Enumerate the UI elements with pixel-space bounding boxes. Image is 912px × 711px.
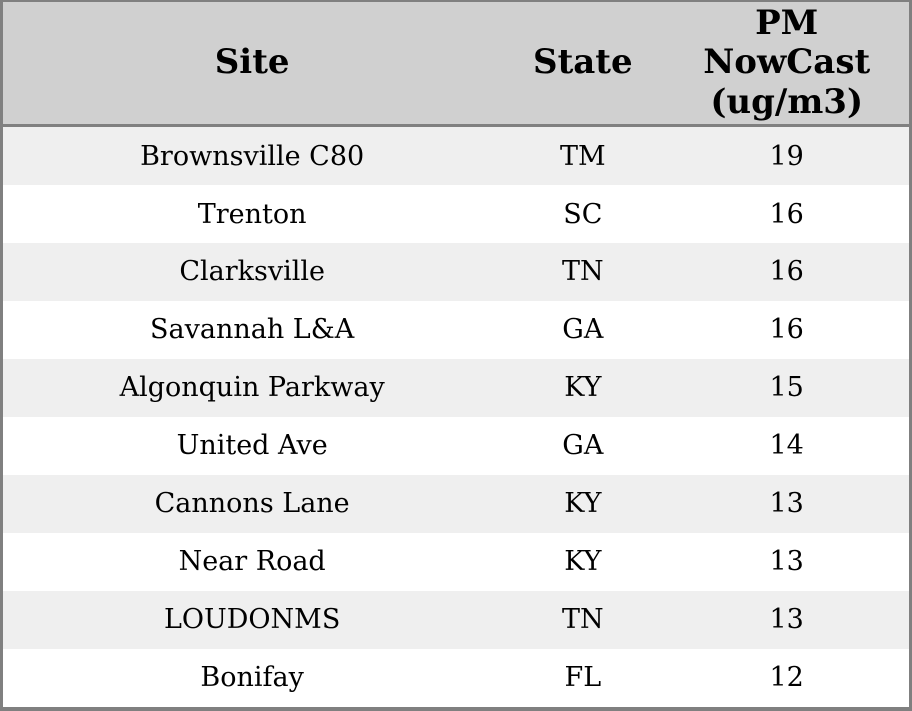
- site-cell: United Ave: [176, 430, 328, 462]
- table-row: Brownsville C80 TM 19: [3, 125, 909, 186]
- state-cell: SC: [563, 198, 603, 230]
- pm-nowcast-cell: 12: [769, 662, 804, 694]
- state-cell: TN: [562, 604, 604, 636]
- pm-nowcast-cell: 19: [769, 140, 804, 172]
- table-header-row: Site State PM NowCast (ug/m3): [3, 2, 909, 127]
- state-cell: KY: [564, 372, 602, 404]
- pm-nowcast-table: Site State PM NowCast (ug/m3) Brownsvill…: [3, 2, 909, 707]
- table-row: Trenton SC 16: [3, 185, 909, 243]
- table-row: Clarksville TN 16: [3, 243, 909, 301]
- site-cell: Brownsville C80: [140, 140, 365, 172]
- state-cell: TM: [560, 140, 606, 172]
- table-row: LOUDONMS TN 13: [3, 590, 909, 649]
- pm-nowcast-cell: 13: [769, 488, 804, 520]
- state-cell: TN: [562, 256, 604, 288]
- site-cell: Algonquin Parkway: [119, 372, 385, 404]
- column-header-site: Site: [3, 2, 502, 127]
- pm-nowcast-cell: 16: [769, 198, 804, 230]
- column-header-state: State: [501, 2, 665, 127]
- site-cell: LOUDONMS: [163, 604, 341, 636]
- column-header-pm-nowcast: PM NowCast (ug/m3): [664, 2, 909, 127]
- table-row: Cannons Lane KY 13: [3, 474, 909, 533]
- pm-nowcast-cell: 16: [769, 256, 804, 288]
- state-cell: GA: [562, 314, 604, 346]
- site-cell: Clarksville: [179, 256, 325, 288]
- site-cell: Trenton: [197, 198, 307, 230]
- table-body: Brownsville C80 TM 19 Trenton SC 16 Clar…: [3, 125, 909, 707]
- site-cell: Near Road: [178, 546, 326, 578]
- site-cell: Cannons Lane: [154, 488, 350, 520]
- pm-nowcast-cell: 13: [769, 546, 804, 578]
- column-header-pm-nowcast-label: PM NowCast (ug/m3): [703, 3, 871, 122]
- table-row: Bonifay FL 12: [3, 648, 909, 707]
- pm-nowcast-cell: 14: [769, 430, 804, 462]
- site-cell: Bonifay: [200, 662, 304, 694]
- table-row: United Ave GA 14: [3, 416, 909, 475]
- table-header: Site State PM NowCast (ug/m3): [3, 2, 909, 127]
- site-cell: Savannah L&A: [150, 314, 355, 346]
- table-row: Savannah L&A GA 16: [3, 300, 909, 359]
- state-cell: FL: [564, 662, 602, 694]
- pm-nowcast-cell: 13: [769, 604, 804, 636]
- state-cell: KY: [564, 488, 602, 520]
- pm-nowcast-cell: 15: [769, 372, 804, 404]
- state-cell: GA: [562, 430, 604, 462]
- table-row: Near Road KY 13: [3, 532, 909, 591]
- pm-nowcast-cell: 16: [769, 314, 804, 346]
- state-cell: KY: [564, 546, 602, 578]
- table-row: Algonquin Parkway KY 15: [3, 358, 909, 417]
